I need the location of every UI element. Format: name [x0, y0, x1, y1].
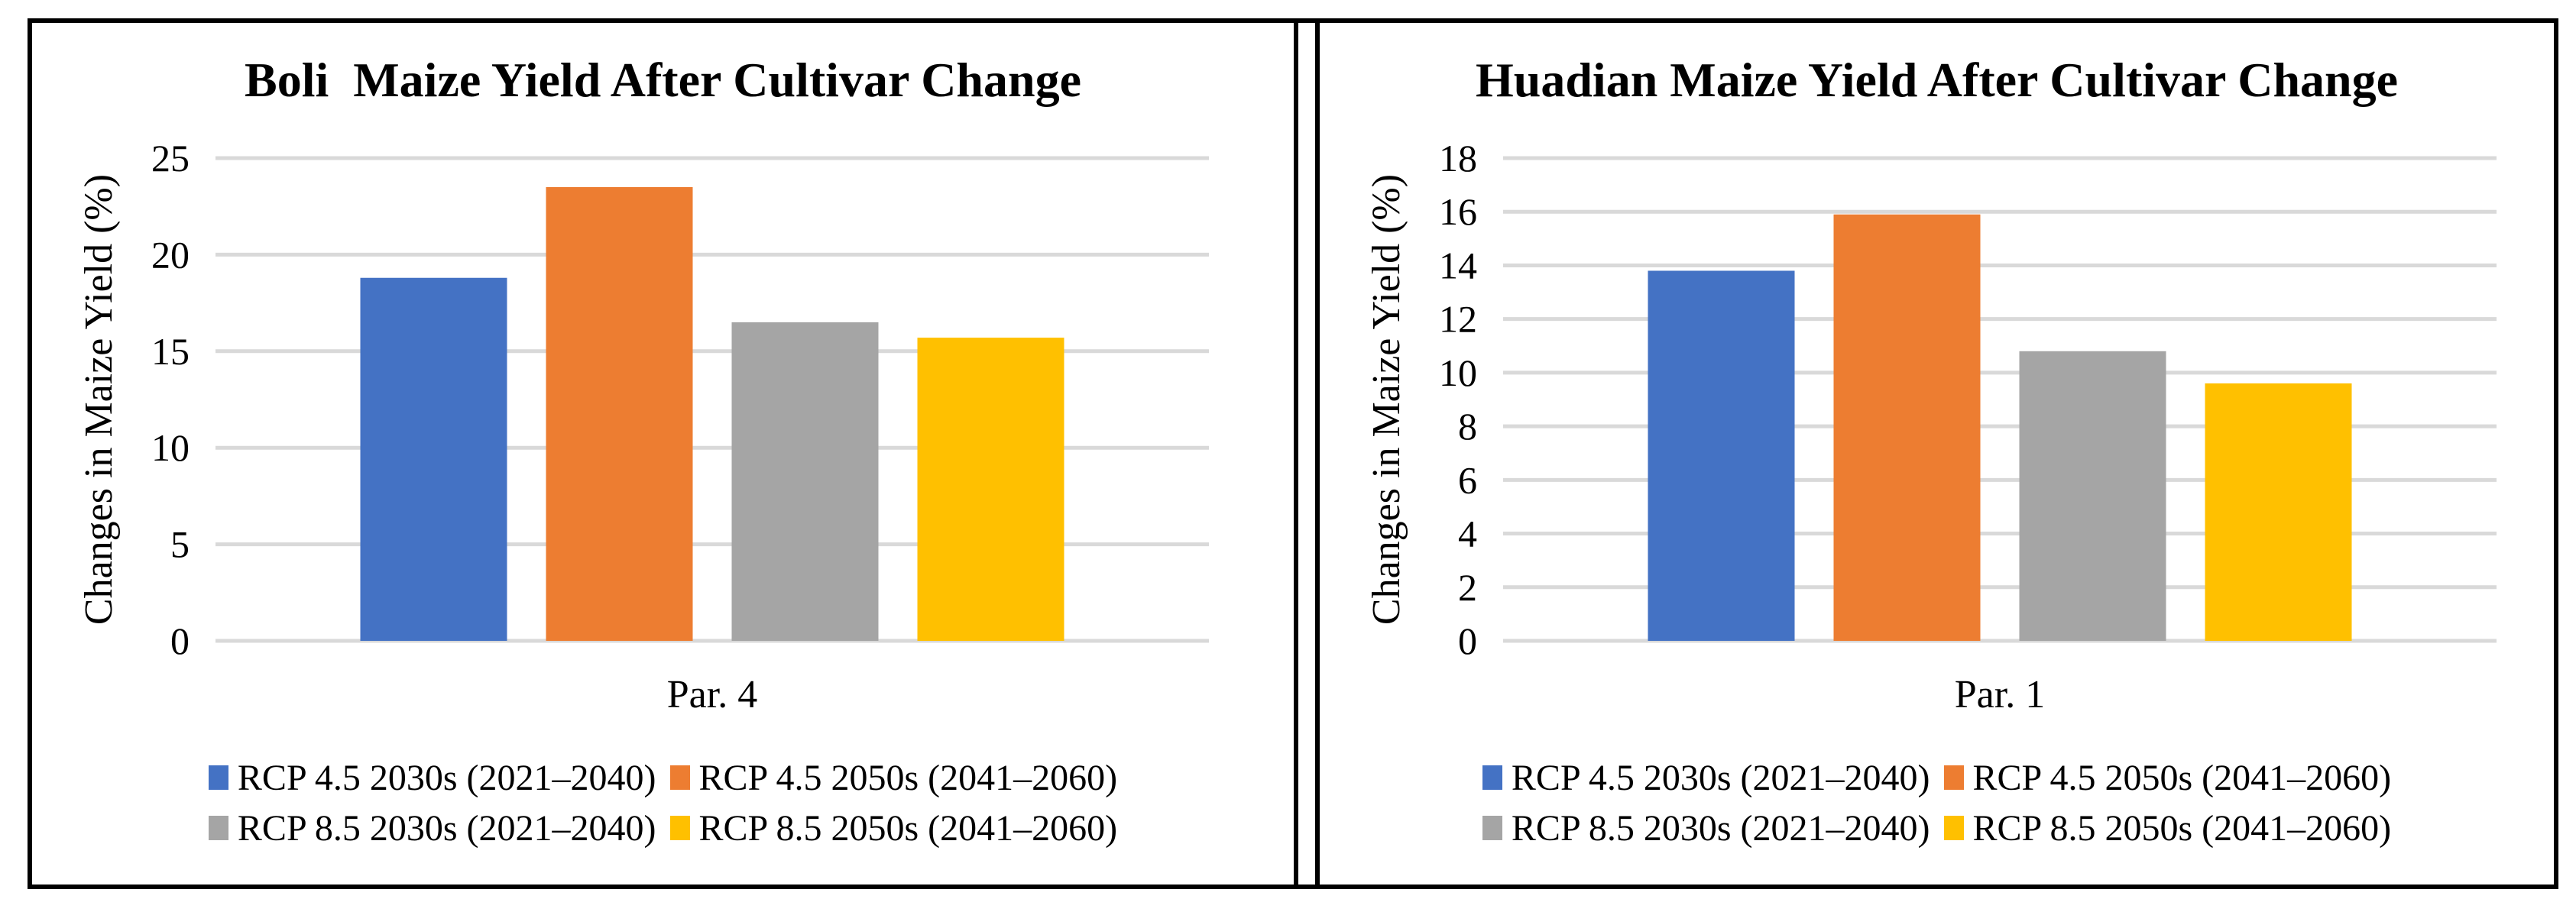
legend-label: RCP 4.5 2030s (2021–2040): [1511, 757, 1930, 798]
legend-item-rcp-8-5-2030s-2021-2040: RCP 8.5 2030s (2021–2040): [208, 807, 656, 849]
legend-row-1: RCP 4.5 2030s (2021–2040) RCP 4.5 2050s (…: [1320, 753, 2554, 802]
legend-item-rcp-8-5-2050s-2041-2060: RCP 8.5 2050s (2041–2060): [669, 807, 1118, 849]
figure-frame: Boli Maize Yield After Cultivar Change C…: [28, 18, 2558, 889]
legend-row-1: RCP 4.5 2030s (2021–2040) RCP 4.5 2050s (…: [32, 753, 1294, 802]
bar-rcp-8-5-2050s-2041-2060: [917, 338, 1064, 641]
y-tick-label: 10: [151, 426, 190, 469]
legend-label: RCP 4.5 2050s (2041–2060): [698, 757, 1118, 798]
bar-rcp-8-5-2050s-2041-2060: [2205, 383, 2352, 641]
bar-rcp-4-5-2030s-2021-2040: [360, 277, 507, 641]
legend-label: RCP 4.5 2030s (2021–2040): [237, 757, 656, 798]
chart-plot-area: 0 2 4 6 8 10 12 14 16 18: [1439, 137, 2497, 662]
y-tick-label: 2: [1458, 566, 1477, 609]
y-tick-label: 25: [151, 137, 190, 179]
chart-title: Boli Maize Yield After Cultivar Change: [245, 53, 1081, 107]
legend-label: RCP 4.5 2050s (2041–2060): [1972, 757, 2392, 798]
legend-item-rcp-4-5-2030s-2021-2040: RCP 4.5 2030s (2021–2040): [1482, 757, 1930, 799]
bar-rcp-8-5-2030s-2021-2040: [2019, 351, 2166, 641]
legend-item-rcp-4-5-2050s-2041-2060: RCP 4.5 2050s (2041–2060): [1943, 757, 2392, 799]
bar-rcp-4-5-2050s-2041-2060: [546, 186, 693, 642]
bar-rcp-4-5-2050s-2041-2060: [1833, 214, 1981, 641]
y-tick-label: 4: [1458, 513, 1477, 555]
legend-swatch: [1943, 816, 1964, 840]
legend-row-2: RCP 8.5 2030s (2021–2040) RCP 8.5 2050s (…: [1320, 804, 2554, 852]
legend-item-rcp-8-5-2050s-2041-2060: RCP 8.5 2050s (2041–2060): [1943, 807, 2392, 849]
legend-item-rcp-4-5-2050s-2041-2060: RCP 4.5 2050s (2041–2060): [669, 757, 1118, 799]
y-tick-label: 8: [1458, 405, 1477, 448]
y-tick-label: 10: [1439, 351, 1477, 394]
legend-swatch: [1943, 765, 1964, 790]
chart-legend: RCP 4.5 2030s (2021–2040) RCP 4.5 2050s (…: [1320, 753, 2554, 854]
legend-swatch: [669, 816, 690, 840]
x-category-label: Par. 4: [666, 673, 758, 716]
legend-label: RCP 8.5 2050s (2041–2060): [698, 807, 1118, 849]
bar-rcp-8-5-2030s-2021-2040: [731, 322, 879, 641]
y-tick-label: 12: [1439, 298, 1477, 341]
y-tick-label: 20: [151, 233, 190, 276]
legend-label: RCP 8.5 2050s (2041–2060): [1972, 807, 2392, 849]
legend-swatch: [208, 816, 228, 840]
chart-plot-area: 0 5 10 15 20 25: [151, 137, 1209, 662]
chart-legend: RCP 4.5 2030s (2021–2040) RCP 4.5 2050s (…: [32, 753, 1294, 854]
bar-rcp-4-5-2030s-2021-2040: [1648, 270, 1795, 641]
legend-label: RCP 8.5 2030s (2021–2040): [237, 807, 656, 849]
legend-swatch: [1482, 816, 1502, 840]
legend-swatch: [1482, 765, 1502, 790]
y-tick-label: 14: [1439, 244, 1477, 286]
x-category-label: Par. 1: [1954, 673, 2046, 716]
legend-swatch: [669, 765, 690, 790]
y-tick-label: 18: [1439, 137, 1477, 179]
y-tick-label: 6: [1458, 458, 1477, 501]
y-tick-label: 16: [1439, 190, 1477, 233]
legend-row-2: RCP 8.5 2030s (2021–2040) RCP 8.5 2050s (…: [32, 804, 1294, 852]
chart-title: Huadian Maize Yield After Cultivar Chang…: [1475, 53, 2399, 107]
y-tick-label: 0: [1458, 619, 1477, 662]
huadian-chart-panel: Huadian Maize Yield After Cultivar Chang…: [1315, 23, 2554, 885]
legend-label: RCP 8.5 2030s (2021–2040): [1511, 807, 1930, 849]
y-tick-label: 5: [170, 523, 190, 566]
legend-swatch: [208, 765, 228, 790]
boli-chart-panel: Boli Maize Yield After Cultivar Change C…: [32, 23, 1298, 885]
legend-item-rcp-8-5-2030s-2021-2040: RCP 8.5 2030s (2021–2040): [1482, 807, 1930, 849]
y-tick-label: 0: [170, 619, 190, 662]
y-tick-label: 15: [151, 330, 190, 373]
legend-item-rcp-4-5-2030s-2021-2040: RCP 4.5 2030s (2021–2040): [208, 757, 656, 799]
